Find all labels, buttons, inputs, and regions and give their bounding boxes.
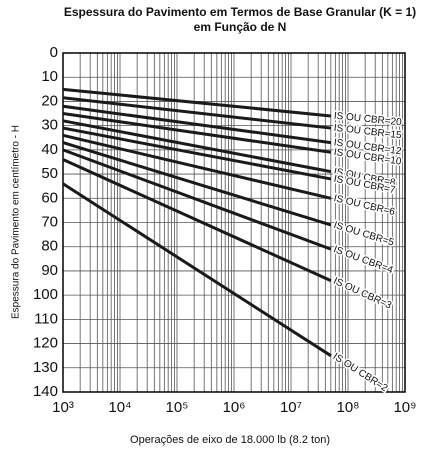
data-line	[62, 104, 332, 145]
data-line	[62, 182, 332, 357]
data-line	[62, 158, 332, 282]
y-tick-label: 20	[41, 92, 58, 109]
x-tick-label: 10⁹	[393, 399, 416, 416]
x-axis-title: Operações de eixo de 18.000 lb (8.2 ton)	[130, 434, 330, 446]
x-tick-label: 10⁶	[223, 399, 246, 416]
y-tick-label: 10	[41, 68, 58, 85]
y-tick-label: 80	[41, 238, 58, 255]
series-label: IS OU CBR=5	[332, 220, 395, 249]
y-tick-label: 100	[33, 286, 58, 303]
y-tick-label: 120	[33, 335, 58, 352]
y-tick-label: 110	[34, 310, 58, 327]
data-line	[62, 96, 332, 130]
series-label: IS OU CBR=4	[332, 244, 395, 276]
y-tick-label: 30	[41, 117, 58, 134]
chart-title: em Função de N	[194, 20, 287, 34]
y-tick-label: 90	[41, 262, 58, 279]
x-tick-label: 10⁸	[336, 399, 359, 416]
series-label: IS OU CBR=3	[332, 276, 394, 312]
y-axis-title: Espessura do Pavimento em centímetro - H	[11, 125, 22, 319]
data-line	[62, 119, 332, 174]
chart-title: Espessura do Pavimento em Termos de Base…	[64, 5, 416, 19]
x-tick-label: 10³	[52, 399, 74, 416]
x-tick-label: 10⁴	[108, 399, 131, 416]
x-tick-label: 10⁵	[166, 399, 189, 416]
y-tick-label: 70	[41, 213, 58, 230]
data-line	[62, 148, 332, 251]
y-tick-label: 140	[33, 383, 58, 400]
y-tick-label: 60	[41, 189, 58, 206]
plot-frame	[62, 52, 406, 393]
data-line	[62, 112, 332, 154]
y-tick-label: 40	[41, 141, 58, 158]
data-line	[62, 126, 332, 181]
data-line	[62, 87, 331, 118]
data-line	[62, 141, 332, 227]
data-line	[62, 133, 332, 200]
y-tick-label: 50	[41, 165, 58, 182]
y-tick-label: 130	[33, 359, 58, 376]
x-tick-label: 10⁷	[280, 399, 302, 416]
series-label: IS OU CBR=2	[331, 351, 390, 394]
y-tick-label: 0	[50, 44, 58, 61]
